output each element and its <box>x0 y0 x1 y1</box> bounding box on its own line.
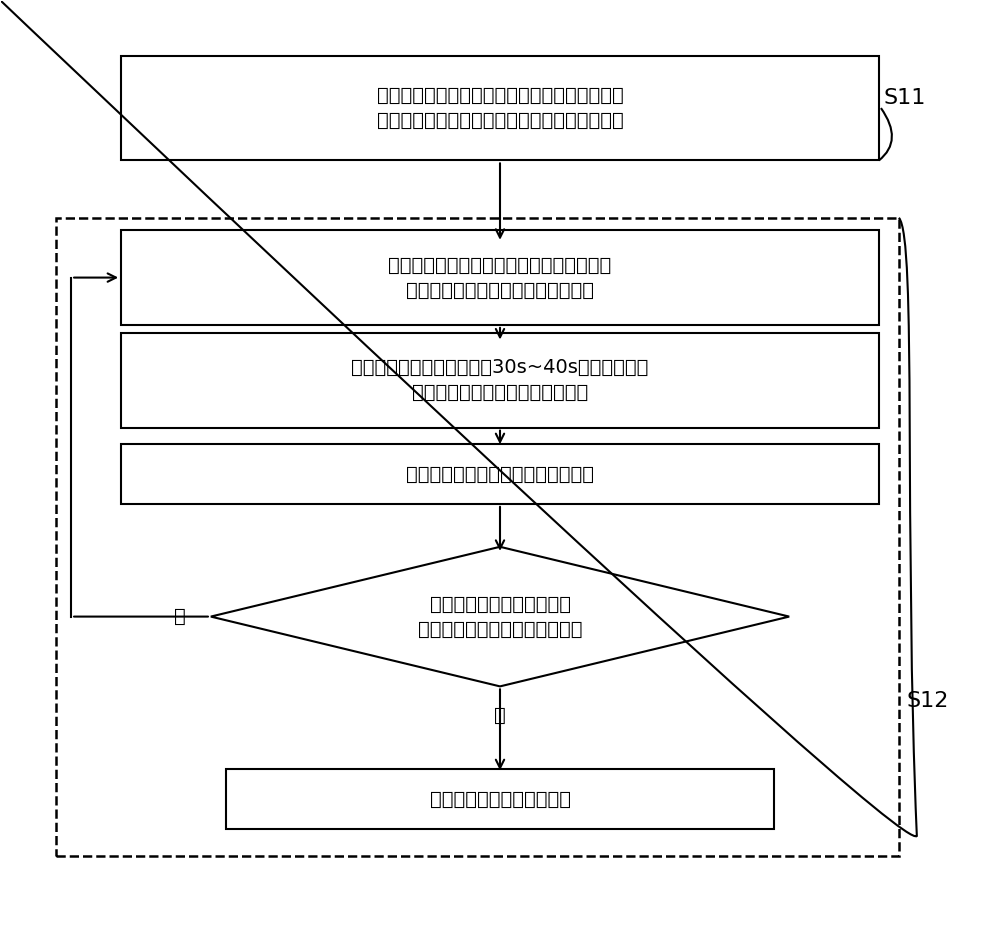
FancyBboxPatch shape <box>121 56 879 161</box>
Text: 获得要求的锗层，沉积结束: 获得要求的锗层，沉积结束 <box>430 789 570 808</box>
FancyBboxPatch shape <box>121 333 879 427</box>
Text: 对沉积所用的靶材表面进行气体吹拂: 对沉积所用的靶材表面进行气体吹拂 <box>406 465 594 484</box>
Text: 否: 否 <box>174 607 186 626</box>
Text: 例如向所述衬底的表面进行30s~40s的锗沉积，以
在所述衬底表面形成一层锗薄膜层: 例如向所述衬底的表面进行30s~40s的锗沉积，以 在所述衬底表面形成一层锗薄膜… <box>351 358 649 403</box>
Text: S12: S12 <box>907 691 949 711</box>
Text: 提供一衬底，并根据预制作的锗层总厚度将锗层
的总沉积工艺分解成连续的多步锗薄层沉积工艺: 提供一衬底，并根据预制作的锗层总厚度将锗层 的总沉积工艺分解成连续的多步锗薄层沉… <box>377 86 623 130</box>
FancyBboxPatch shape <box>121 444 879 504</box>
Text: S11: S11 <box>884 89 926 109</box>
Text: 是: 是 <box>494 706 506 725</box>
FancyBboxPatch shape <box>226 769 774 829</box>
Text: 产生气相锗，并按照每步锗薄层沉积工艺的
工艺参数依次进行各步的锗薄层沉积: 产生气相锗，并按照每步锗薄层沉积工艺的 工艺参数依次进行各步的锗薄层沉积 <box>388 255 612 300</box>
FancyBboxPatch shape <box>121 230 879 325</box>
Text: 衬底上所有锗薄膜层的厚度
之和是否达到要求的沉积总厚度: 衬底上所有锗薄膜层的厚度 之和是否达到要求的沉积总厚度 <box>418 595 582 639</box>
Polygon shape <box>211 546 789 686</box>
